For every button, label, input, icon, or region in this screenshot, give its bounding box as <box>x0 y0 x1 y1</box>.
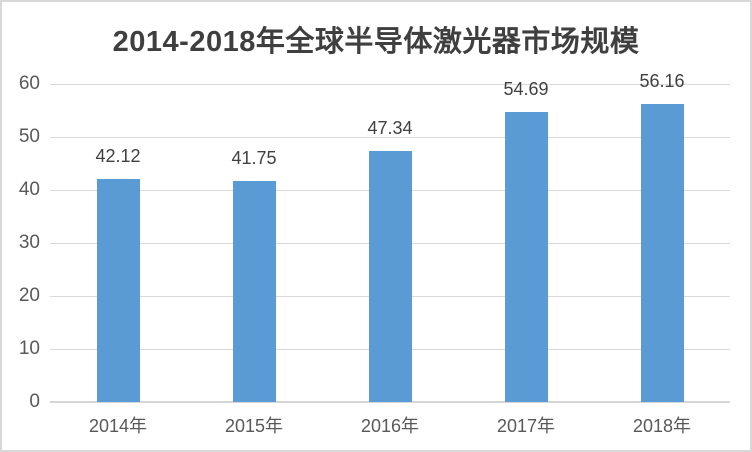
y-tick-label: 30 <box>18 232 40 253</box>
bar <box>640 104 684 402</box>
bar-value-label: 41.75 <box>231 147 277 168</box>
bar-value-label: 47.34 <box>367 118 413 139</box>
y-tick-label: 0 <box>29 391 40 412</box>
x-tick-label: 2014年 <box>88 416 148 436</box>
y-tick-label: 60 <box>18 73 40 94</box>
y-tick-label: 20 <box>18 285 40 306</box>
y-tick-label: 40 <box>18 179 40 200</box>
bar <box>504 112 548 402</box>
bar <box>96 178 140 402</box>
bar-value-label: 54.69 <box>503 79 549 100</box>
bar-value-label: 56.16 <box>639 71 685 92</box>
bar-value-label: 42.12 <box>95 145 141 166</box>
y-tick-label: 10 <box>18 338 40 359</box>
gridline <box>50 137 730 138</box>
bar <box>368 151 412 402</box>
bar <box>232 180 276 402</box>
x-axis-line <box>50 401 730 403</box>
x-tick-label: 2017年 <box>496 416 556 436</box>
y-tick-label: 50 <box>18 126 40 147</box>
gridline <box>50 84 730 85</box>
x-tick-label: 2018年 <box>632 416 692 436</box>
x-tick-label: 2016年 <box>360 416 420 436</box>
x-tick-label: 2015年 <box>224 416 284 436</box>
chart-title: 2014-2018年全球半导体激光器市场规模 <box>112 26 640 58</box>
